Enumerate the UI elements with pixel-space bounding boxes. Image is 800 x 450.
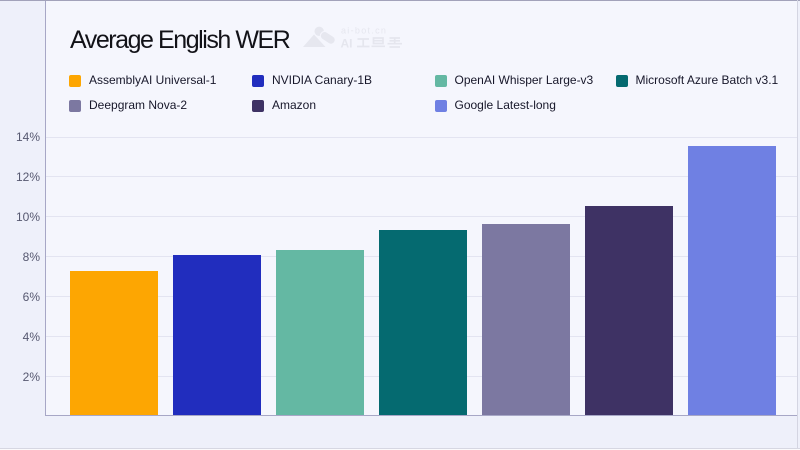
svg-text:AI: AI [341, 37, 353, 51]
svg-text:ai-bot.cn: ai-bot.cn [341, 26, 387, 36]
